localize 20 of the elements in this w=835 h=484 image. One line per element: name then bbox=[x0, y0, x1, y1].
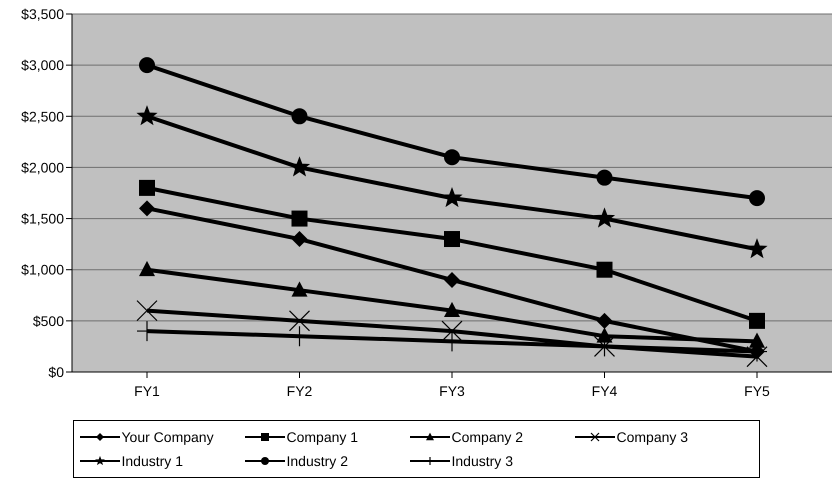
y-tick-label: $500 bbox=[32, 312, 64, 329]
legend-label: Your Company bbox=[122, 429, 214, 445]
legend-label: Company 2 bbox=[452, 429, 524, 445]
legend-label: Company 1 bbox=[286, 429, 358, 445]
x-tick-label: FY5 bbox=[744, 382, 770, 399]
x-tick-label: FY4 bbox=[592, 382, 618, 399]
legend-label: Industry 3 bbox=[452, 453, 513, 469]
y-tick-label: $1,500 bbox=[21, 210, 64, 227]
y-tick-label: $0 bbox=[48, 364, 64, 380]
x-tick-label: FY3 bbox=[439, 382, 466, 399]
x-tick-label: FY2 bbox=[286, 382, 313, 399]
legend-label: Industry 1 bbox=[122, 453, 183, 469]
y-tick-label: $3,500 bbox=[21, 6, 64, 22]
legend-label: Industry 2 bbox=[286, 453, 348, 469]
y-tick-label: $3,000 bbox=[21, 57, 64, 74]
x-tick-label: FY1 bbox=[134, 382, 160, 399]
legend-label: Company 3 bbox=[616, 429, 688, 445]
y-tick-label: $2,000 bbox=[21, 159, 64, 176]
y-tick-label: $2,500 bbox=[21, 108, 64, 124]
y-tick-label: $1,000 bbox=[21, 262, 64, 278]
